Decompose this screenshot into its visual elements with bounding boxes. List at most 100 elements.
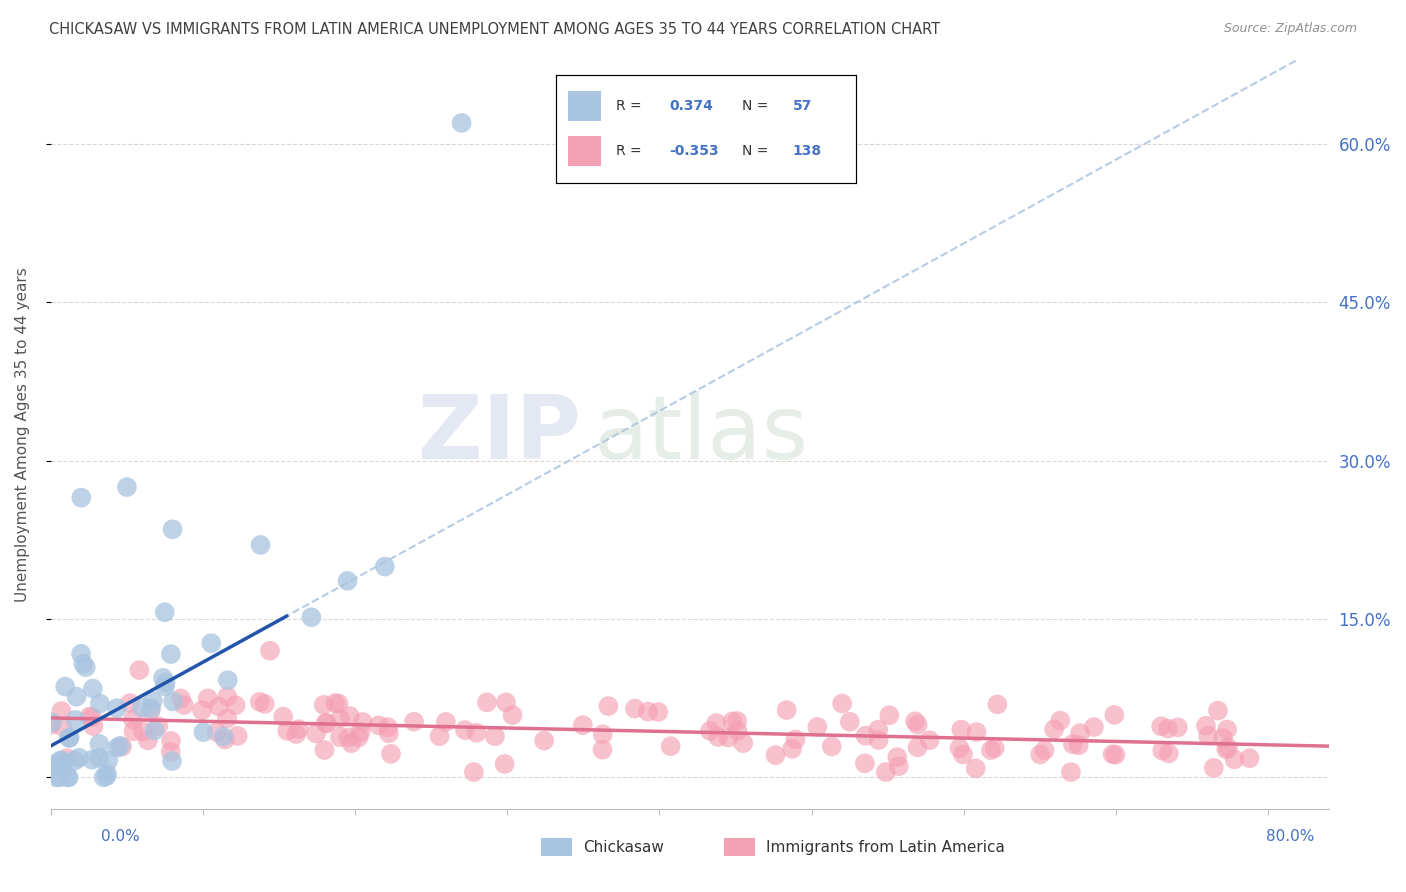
Text: ZIP: ZIP	[419, 391, 581, 478]
Point	[465, 726, 488, 740]
Point	[1157, 747, 1180, 761]
Point	[349, 724, 371, 739]
Point	[336, 574, 359, 588]
Point	[463, 765, 485, 780]
Text: 0.0%: 0.0%	[101, 830, 141, 844]
Point	[52, 756, 75, 771]
Text: Source: ZipAtlas.com: Source: ZipAtlas.com	[1223, 22, 1357, 36]
Point	[79, 709, 101, 723]
Point	[907, 740, 929, 755]
Point	[44, 759, 66, 773]
Point	[105, 701, 128, 715]
Point	[299, 610, 322, 624]
Point	[115, 480, 138, 494]
Point	[647, 705, 669, 719]
Point	[285, 727, 308, 741]
Point	[217, 711, 239, 725]
Point	[1083, 720, 1105, 734]
Point	[475, 695, 498, 709]
Point	[122, 724, 145, 739]
Text: Chickasaw: Chickasaw	[583, 840, 665, 855]
Point	[173, 698, 195, 712]
Point	[97, 754, 120, 768]
Point	[1195, 719, 1218, 733]
Point	[1043, 723, 1066, 737]
Point	[378, 726, 401, 740]
Point	[65, 713, 87, 727]
Point	[45, 770, 67, 784]
Point	[868, 733, 890, 747]
Point	[160, 734, 183, 748]
Point	[51, 754, 73, 768]
Point	[494, 756, 516, 771]
Point	[59, 731, 82, 745]
Point	[197, 691, 219, 706]
Point	[111, 739, 134, 754]
Point	[727, 723, 749, 738]
Point	[374, 559, 396, 574]
Point	[287, 722, 309, 736]
Point	[347, 730, 370, 744]
Point	[80, 710, 103, 724]
Point	[226, 729, 249, 743]
Point	[352, 714, 374, 729]
Point	[1029, 747, 1052, 762]
Point	[49, 753, 72, 767]
Point	[89, 737, 111, 751]
Point	[205, 725, 228, 739]
Point	[63, 754, 86, 768]
Point	[225, 698, 247, 713]
Point	[1150, 719, 1173, 733]
Point	[1223, 752, 1246, 766]
Point	[49, 760, 72, 774]
Point	[952, 747, 974, 762]
Text: Immigrants from Latin America: Immigrants from Latin America	[766, 840, 1005, 855]
Point	[429, 729, 451, 743]
Point	[249, 695, 271, 709]
Point	[950, 723, 973, 737]
Point	[1049, 714, 1071, 728]
Point	[72, 657, 94, 671]
Point	[323, 696, 346, 710]
Point	[48, 770, 70, 784]
Point	[200, 636, 222, 650]
Point	[1239, 751, 1261, 765]
Point	[502, 708, 524, 723]
Point	[329, 711, 352, 725]
Point	[51, 720, 73, 734]
Point	[637, 705, 659, 719]
Point	[56, 751, 79, 765]
Point	[1215, 742, 1237, 756]
Point	[572, 718, 595, 732]
Point	[1067, 738, 1090, 752]
Point	[775, 703, 797, 717]
Point	[1101, 747, 1123, 762]
Point	[1062, 737, 1084, 751]
Point	[312, 698, 335, 712]
Point	[276, 723, 298, 738]
Point	[591, 742, 613, 756]
Point	[907, 717, 929, 731]
Point	[337, 731, 360, 745]
Point	[53, 680, 76, 694]
Point	[367, 718, 389, 732]
Point	[875, 765, 897, 780]
Point	[965, 761, 987, 775]
Point	[82, 681, 104, 696]
Point	[1167, 720, 1189, 734]
Point	[41, 715, 63, 730]
Point	[305, 726, 328, 740]
Point	[886, 750, 908, 764]
Point	[108, 739, 131, 753]
Point	[704, 716, 727, 731]
Point	[65, 690, 87, 704]
Point	[249, 538, 271, 552]
Point	[89, 697, 111, 711]
Point	[39, 718, 62, 732]
Point	[314, 743, 336, 757]
Point	[533, 733, 555, 747]
Point	[152, 671, 174, 685]
Point	[1060, 765, 1083, 780]
Point	[89, 751, 111, 765]
Point	[1069, 726, 1091, 740]
